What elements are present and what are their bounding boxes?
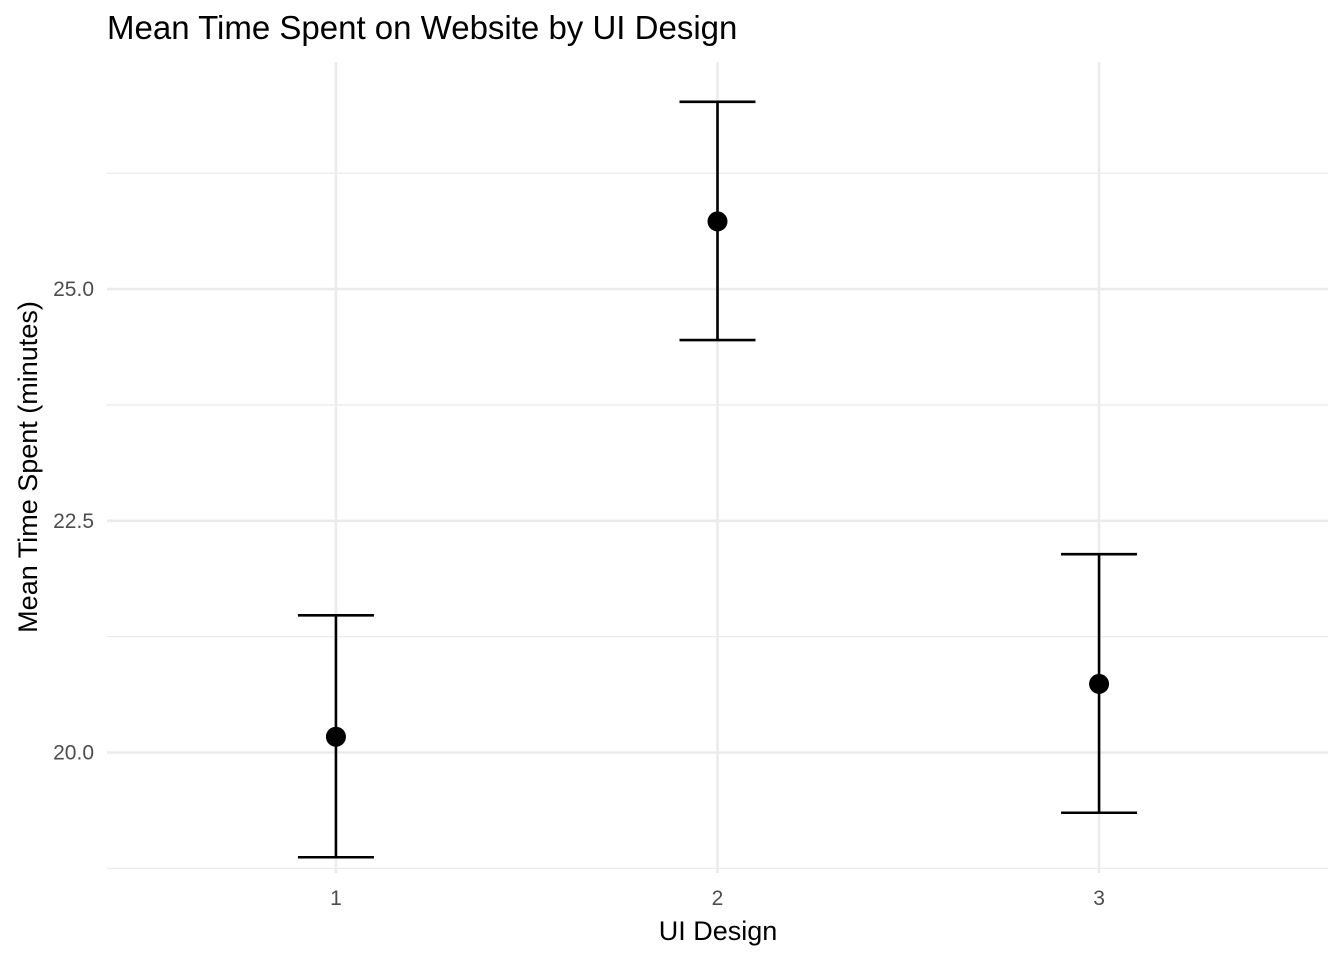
mean-point	[1089, 673, 1110, 694]
mean-point	[325, 726, 346, 747]
x-tick-label: 3	[1093, 887, 1105, 910]
y-tick-label: 20.0	[53, 742, 94, 765]
mean-points	[325, 211, 1110, 747]
x-tick-labels: 1 2 3	[330, 887, 1105, 910]
mean-point	[707, 211, 728, 232]
chart-title: Mean Time Spent on Website by UI Design	[107, 9, 737, 46]
x-axis-title: UI Design	[659, 916, 778, 946]
x-tick-label: 1	[330, 887, 342, 910]
x-tick-label: 2	[712, 887, 724, 910]
y-tick-labels: 20.0 22.5 25.0	[53, 278, 94, 764]
y-tick-label: 25.0	[53, 278, 94, 301]
y-axis-title: Mean Time Spent (minutes)	[13, 301, 43, 633]
y-tick-label: 22.5	[53, 510, 94, 533]
